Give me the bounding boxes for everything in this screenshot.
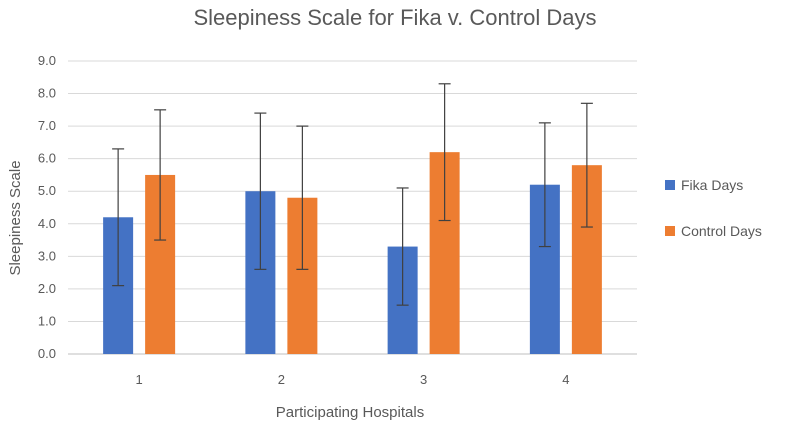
legend-swatch: [665, 226, 675, 236]
y-tick-label: 8.0: [38, 86, 56, 101]
legend-label: Fika Days: [681, 177, 743, 193]
x-tick-label: 1: [136, 372, 143, 387]
x-tick-label: 3: [420, 372, 427, 387]
y-tick-label: 2.0: [38, 281, 56, 296]
x-tick-label: 4: [562, 372, 569, 387]
y-tick-label: 1.0: [38, 313, 56, 328]
legend-label: Control Days: [681, 223, 762, 239]
error-bars: [112, 83, 593, 306]
y-tick-label: 5.0: [38, 183, 56, 198]
y-tick-label: 9.0: [38, 53, 56, 68]
x-tick-label: 2: [278, 372, 285, 387]
legend: Fika Days Control Days: [665, 177, 762, 239]
y-tick-label: 4.0: [38, 216, 56, 231]
legend-swatch: [665, 180, 675, 190]
y-axis-label: Sleepiness Scale: [7, 160, 24, 275]
y-tick-label: 3.0: [38, 248, 56, 263]
y-tick-label: 0.0: [38, 346, 56, 361]
chart-title: Sleepiness Scale for Fika v. Control Day…: [193, 5, 596, 30]
y-tick-label: 6.0: [38, 151, 56, 166]
x-axis-ticks: 1 2 3 4: [136, 372, 570, 387]
y-axis-ticks: 0.0 1.0 2.0 3.0 4.0 5.0 6.0 7.0 8.0 9.0: [38, 53, 56, 361]
x-axis-label: Participating Hospitals: [276, 404, 424, 421]
y-tick-label: 7.0: [38, 118, 56, 133]
bars: [103, 152, 602, 354]
